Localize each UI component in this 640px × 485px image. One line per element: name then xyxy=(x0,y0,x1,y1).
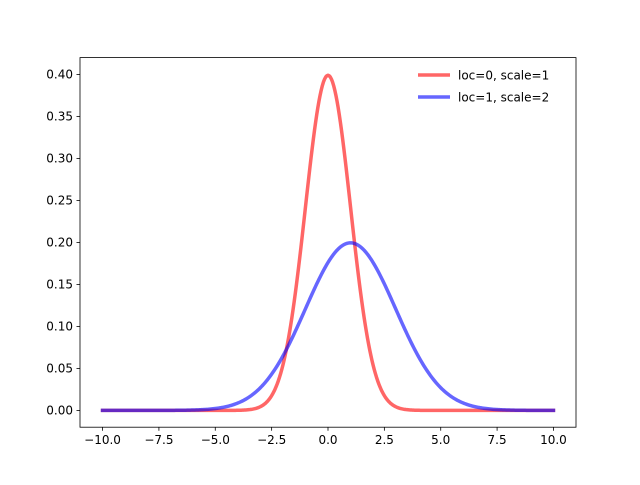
x-tick-label: −5.0 xyxy=(201,433,230,447)
series-line-1 xyxy=(100,73,556,413)
y-tick-label: 0.20 xyxy=(46,236,73,250)
y-tick-label: 0.05 xyxy=(46,362,73,376)
series-line-2 xyxy=(100,241,556,413)
x-tick-label: 7.5 xyxy=(488,433,507,447)
y-tick-label: 0.25 xyxy=(46,194,73,208)
x-tick-label: −2.5 xyxy=(257,433,286,447)
y-tick-label: 0.00 xyxy=(46,404,73,418)
legend: loc=0, scale=1 loc=1, scale=2 xyxy=(418,69,549,105)
x-tick-label: −10.0 xyxy=(84,433,121,447)
x-tick-label: 5.0 xyxy=(431,433,450,447)
y-tick-label: 0.15 xyxy=(46,278,73,292)
x-tick-label: 10.0 xyxy=(540,433,567,447)
legend-label: loc=0, scale=1 xyxy=(458,69,549,83)
x-tick-label: 2.5 xyxy=(375,433,394,447)
y-axis: 0.00 0.05 0.10 0.15 0.20 0.25 0.30 0.35 0.40 xyxy=(46,68,80,418)
y-tick-label: 0.10 xyxy=(46,320,73,334)
y-tick-label: 0.30 xyxy=(46,152,73,166)
y-tick-label: 0.40 xyxy=(46,68,73,82)
legend-label: loc=1, scale=2 xyxy=(458,91,549,105)
plot-frame xyxy=(79,57,577,428)
x-tick-label: 0.0 xyxy=(318,433,337,447)
x-tick-label: −7.5 xyxy=(144,433,173,447)
x-axis: −10.0 −7.5 −5.0 −2.5 0.0 2.5 5.0 7.5 10.0 xyxy=(84,427,567,447)
series-layer xyxy=(100,73,556,413)
y-tick-label: 0.35 xyxy=(46,110,73,124)
